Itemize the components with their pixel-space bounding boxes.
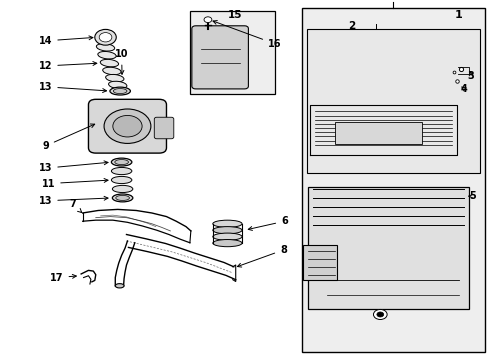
Ellipse shape xyxy=(116,195,129,201)
Circle shape xyxy=(203,17,211,23)
Bar xyxy=(306,30,479,173)
Text: 13: 13 xyxy=(39,196,108,206)
Ellipse shape xyxy=(111,167,132,175)
Text: 2: 2 xyxy=(347,21,355,31)
Ellipse shape xyxy=(105,75,123,82)
Bar xyxy=(189,12,275,94)
Circle shape xyxy=(373,310,386,319)
Circle shape xyxy=(113,116,142,137)
Ellipse shape xyxy=(212,220,242,227)
Ellipse shape xyxy=(112,185,133,193)
Ellipse shape xyxy=(115,159,128,165)
Text: 9: 9 xyxy=(42,124,95,151)
Text: 12: 12 xyxy=(39,61,97,71)
Circle shape xyxy=(376,312,383,317)
Ellipse shape xyxy=(96,44,115,51)
Text: 8: 8 xyxy=(237,245,286,267)
Ellipse shape xyxy=(112,194,133,202)
Text: 6: 6 xyxy=(248,216,287,230)
FancyBboxPatch shape xyxy=(88,99,166,153)
Bar xyxy=(302,8,484,352)
Text: 15: 15 xyxy=(227,10,242,20)
Ellipse shape xyxy=(115,284,124,288)
Text: 13: 13 xyxy=(39,161,108,173)
Circle shape xyxy=(99,33,112,42)
Text: 17: 17 xyxy=(50,273,76,283)
Text: 13: 13 xyxy=(39,82,106,93)
Ellipse shape xyxy=(108,81,126,89)
Text: 14: 14 xyxy=(39,36,93,46)
Circle shape xyxy=(104,109,151,143)
Bar xyxy=(334,122,422,144)
Text: 7: 7 xyxy=(69,199,81,212)
Ellipse shape xyxy=(212,226,242,234)
Text: 3: 3 xyxy=(467,71,474,81)
Ellipse shape xyxy=(110,87,130,95)
Text: 10: 10 xyxy=(115,49,128,74)
Ellipse shape xyxy=(212,233,242,240)
FancyBboxPatch shape xyxy=(191,26,248,89)
Text: 11: 11 xyxy=(41,179,108,189)
Ellipse shape xyxy=(102,67,121,75)
Text: 1: 1 xyxy=(453,10,461,20)
Ellipse shape xyxy=(111,176,132,184)
Text: 16: 16 xyxy=(213,21,281,49)
Ellipse shape xyxy=(111,158,132,166)
Text: 5: 5 xyxy=(468,191,475,201)
FancyBboxPatch shape xyxy=(154,117,173,139)
Bar xyxy=(307,187,468,309)
Ellipse shape xyxy=(98,51,116,59)
Ellipse shape xyxy=(100,59,119,67)
Ellipse shape xyxy=(212,239,242,247)
Ellipse shape xyxy=(113,89,127,94)
Bar xyxy=(303,244,336,280)
Text: 4: 4 xyxy=(460,84,467,94)
Circle shape xyxy=(95,30,116,45)
